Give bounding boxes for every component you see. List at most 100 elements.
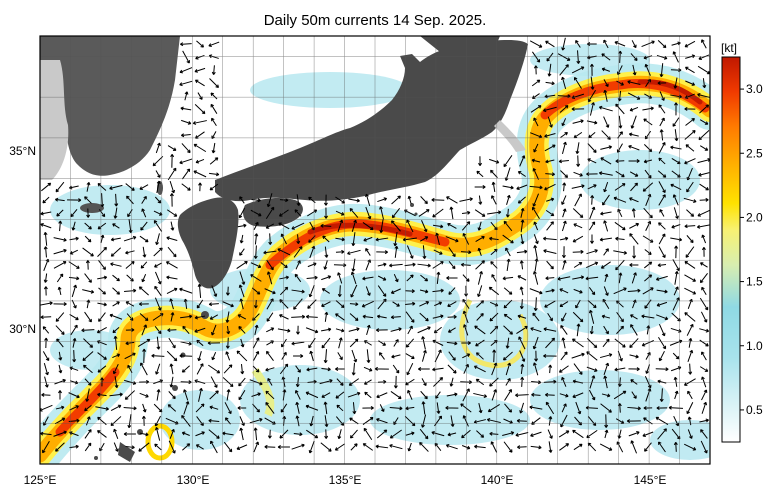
- current-arrow: [154, 427, 161, 441]
- current-arrow: [154, 443, 162, 451]
- current-arrow: [362, 405, 374, 410]
- current-arrow: [237, 406, 247, 410]
- current-arrow: [561, 312, 567, 322]
- current-arrow: [375, 328, 388, 333]
- current-arrow: [375, 237, 389, 242]
- current-arrow: [323, 401, 328, 415]
- current-arrow: [562, 260, 567, 270]
- current-arrow: [110, 237, 121, 242]
- current-arrow: [169, 363, 174, 375]
- current-arrow: [374, 366, 389, 371]
- current-arrow: [365, 286, 371, 296]
- current-arrow: [575, 401, 582, 415]
- current-arrow: [573, 223, 583, 229]
- current-arrow: [265, 223, 275, 229]
- current-arrow: [125, 327, 135, 332]
- current-arrow: [324, 207, 329, 219]
- current-arrow: [684, 274, 696, 282]
- current-arrow: [281, 351, 287, 360]
- current-arrow: [601, 67, 611, 72]
- current-arrow: [615, 236, 625, 241]
- current-arrow: [572, 275, 585, 280]
- current-arrow: [674, 271, 679, 285]
- current-arrow: [462, 415, 469, 427]
- current-arrow: [562, 208, 567, 218]
- current-arrow: [672, 352, 680, 360]
- colorbar-tick-label: 0.5: [746, 403, 763, 417]
- current-arrow: [40, 211, 52, 216]
- current-arrow: [379, 404, 385, 413]
- current-arrow: [265, 402, 275, 414]
- current-arrow: [389, 429, 402, 439]
- current-arrow: [561, 376, 567, 387]
- current-arrow: [699, 262, 708, 268]
- current-arrow: [167, 167, 177, 181]
- current-arrow: [293, 432, 303, 437]
- current-arrow: [685, 80, 696, 86]
- current-arrow: [277, 328, 291, 333]
- current-arrow: [278, 222, 290, 230]
- current-arrow: [156, 389, 161, 401]
- current-arrow: [701, 39, 707, 49]
- current-arrow: [673, 441, 678, 452]
- current-arrow: [293, 354, 304, 358]
- current-arrow: [170, 221, 175, 231]
- current-arrow: [98, 209, 106, 218]
- korea-peninsula: [40, 36, 180, 176]
- current-arrow: [265, 390, 275, 400]
- current-arrow: [576, 50, 581, 64]
- current-arrow: [561, 118, 567, 127]
- current-arrow: [279, 363, 289, 375]
- current-arrow: [505, 362, 512, 376]
- current-arrow: [447, 327, 456, 333]
- current-arrow: [519, 402, 525, 414]
- current-arrow: [698, 172, 710, 177]
- current-arrow: [267, 378, 273, 386]
- current-arrow: [684, 312, 696, 322]
- current-arrow: [222, 377, 234, 388]
- current-arrow: [547, 63, 552, 77]
- current-arrow: [436, 402, 441, 414]
- current-arrow: [572, 249, 584, 254]
- current-arrow: [335, 237, 345, 242]
- current-arrow: [546, 52, 554, 62]
- current-arrow: [390, 315, 401, 320]
- current-arrow: [417, 326, 431, 334]
- current-arrow: [86, 208, 91, 218]
- current-arrow: [196, 363, 204, 375]
- current-arrow: [391, 207, 401, 219]
- current-arrow: [629, 222, 640, 229]
- current-arrow: [42, 196, 50, 204]
- current-arrow: [572, 429, 584, 439]
- current-arrow: [84, 273, 92, 283]
- current-arrow: [407, 195, 412, 205]
- current-arrow: [630, 115, 637, 129]
- current-arrow: [504, 389, 512, 401]
- current-arrow: [365, 193, 371, 206]
- current-arrow: [658, 336, 667, 350]
- current-arrow: [335, 249, 345, 254]
- current-arrow: [156, 180, 161, 194]
- current-arrow: [208, 429, 220, 439]
- current-arrow: [335, 367, 345, 371]
- current-arrow: [685, 246, 695, 258]
- current-arrow: [658, 194, 666, 206]
- current-arrow: [154, 285, 162, 296]
- current-arrow: [631, 391, 637, 399]
- current-arrow: [142, 348, 147, 363]
- current-arrow: [432, 224, 444, 229]
- current-arrow: [291, 314, 306, 319]
- current-arrow: [254, 233, 259, 245]
- current-arrow: [138, 442, 150, 452]
- current-arrow: [379, 206, 385, 220]
- current-arrow: [603, 116, 610, 128]
- current-arrow: [684, 224, 696, 229]
- current-arrow: [433, 249, 443, 255]
- current-arrow: [421, 378, 427, 387]
- current-arrow: [252, 403, 260, 413]
- current-arrow: [618, 272, 623, 284]
- current-arrow: [603, 286, 609, 296]
- current-arrow: [168, 337, 176, 349]
- current-arrow: [436, 271, 441, 285]
- current-arrow: [378, 352, 385, 360]
